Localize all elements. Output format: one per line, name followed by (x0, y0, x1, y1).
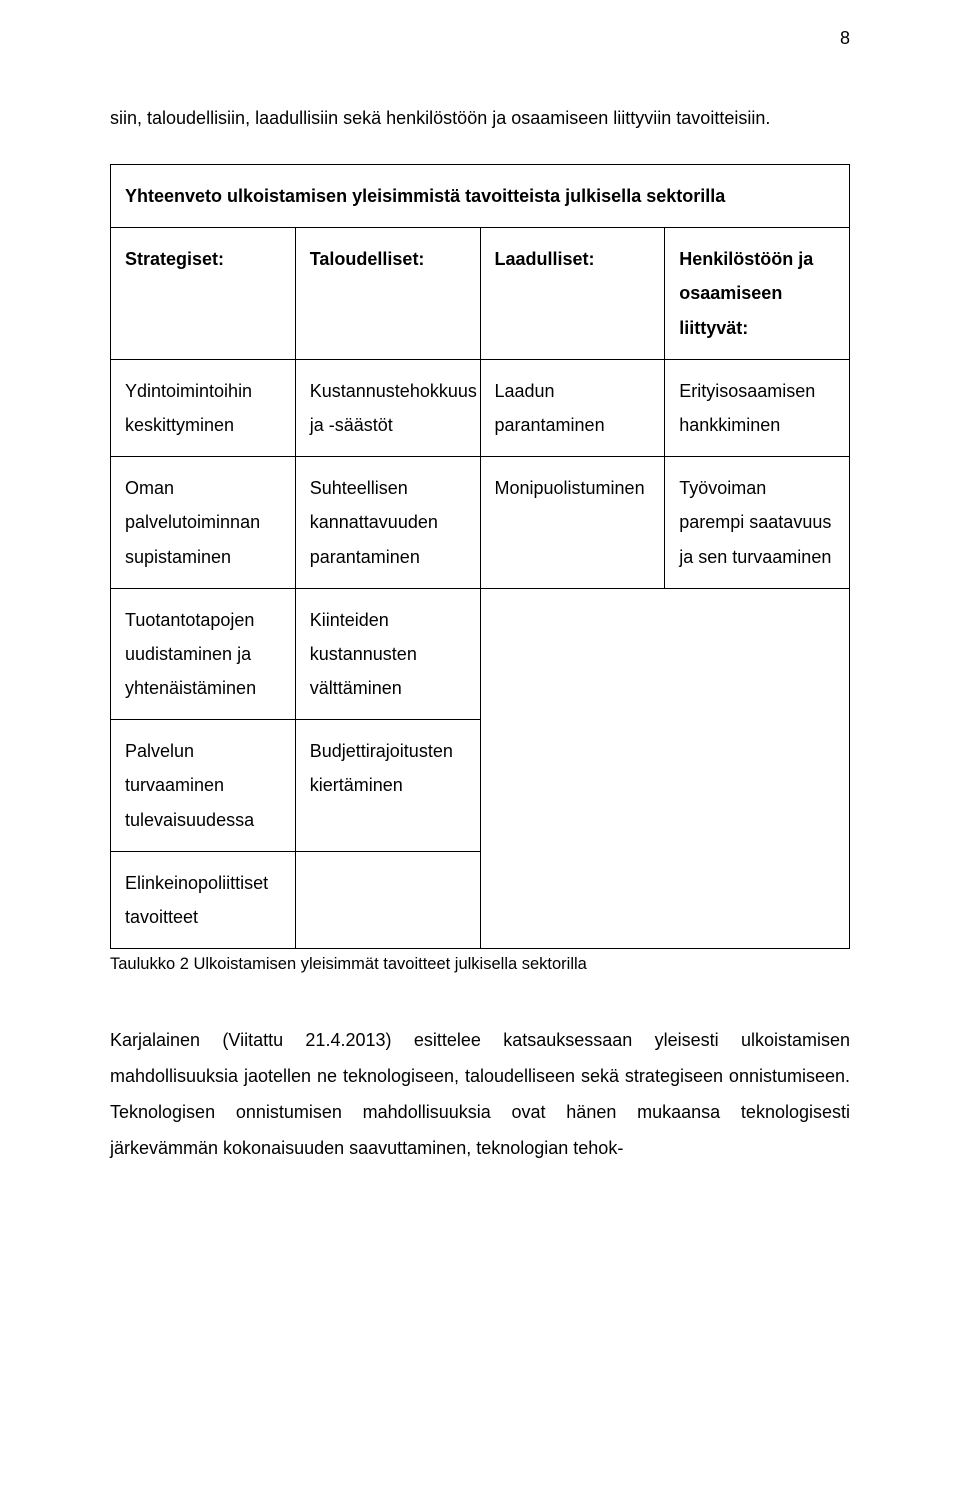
cell-r4c1: Palvelun turvaaminen tulevaisuudessa (111, 720, 296, 852)
col-header-economic: Taloudelliset: (295, 228, 480, 360)
table-row: Tuotantotapojen uudistaminen ja yhtenäis… (111, 588, 850, 720)
cell-r5c2-empty (295, 851, 480, 948)
table-caption: Taulukko 2 Ulkoistamisen yleisimmät tavo… (110, 955, 850, 974)
outsourcing-goals-table: Yhteenveto ulkoistamisen yleisimmistä ta… (110, 164, 850, 949)
col-header-strategic: Strategiset: (111, 228, 296, 360)
col-header-quality: Laadulliset: (480, 228, 665, 360)
cell-r1c3: Laadun parantaminen (480, 359, 665, 456)
table-row: Oman palvelutoiminnan supistaminen Suhte… (111, 457, 850, 589)
document-page: 8 siin, taloudellisiin, laadullisiin sek… (0, 0, 960, 1511)
body-paragraph: Karjalainen (Viitattu 21.4.2013) esittel… (110, 1022, 850, 1166)
cell-r1c2: Kustannustehokkuus ja -säästöt (295, 359, 480, 456)
table-row: Ydintoimintoihin keskittyminen Kustannus… (111, 359, 850, 456)
cell-r1c4: Erityisosaamisen hankkiminen (665, 359, 850, 456)
cell-r2c4: Työvoiman parempi saatavuus ja sen turva… (665, 457, 850, 589)
cell-r2c1: Oman palvelutoiminnan supistaminen (111, 457, 296, 589)
merged-empty-cell (480, 588, 850, 949)
col-header-personnel: Henkilöstöön ja osaamiseen liittyvät: (665, 228, 850, 360)
cell-r4c2: Budjettirajoitusten kiertäminen (295, 720, 480, 852)
table-title-cell: Yhteenveto ulkoistamisen yleisimmistä ta… (111, 165, 850, 228)
cell-r5c1: Elinkeinopoliittiset tavoitteet (111, 851, 296, 948)
cell-r2c3: Monipuolistuminen (480, 457, 665, 589)
cell-r2c2: Suhteellisen kannattavuuden parantaminen (295, 457, 480, 589)
table-title-row: Yhteenveto ulkoistamisen yleisimmistä ta… (111, 165, 850, 228)
intro-paragraph: siin, taloudellisiin, laadullisiin sekä … (110, 100, 850, 136)
cell-r1c1: Ydintoimintoihin keskittyminen (111, 359, 296, 456)
cell-r3c2: Kiinteiden kustannusten välttäminen (295, 588, 480, 720)
table-header-row: Strategiset: Taloudelliset: Laadulliset:… (111, 228, 850, 360)
cell-r3c1: Tuotantotapojen uudistaminen ja yhtenäis… (111, 588, 296, 720)
page-number: 8 (840, 28, 850, 49)
